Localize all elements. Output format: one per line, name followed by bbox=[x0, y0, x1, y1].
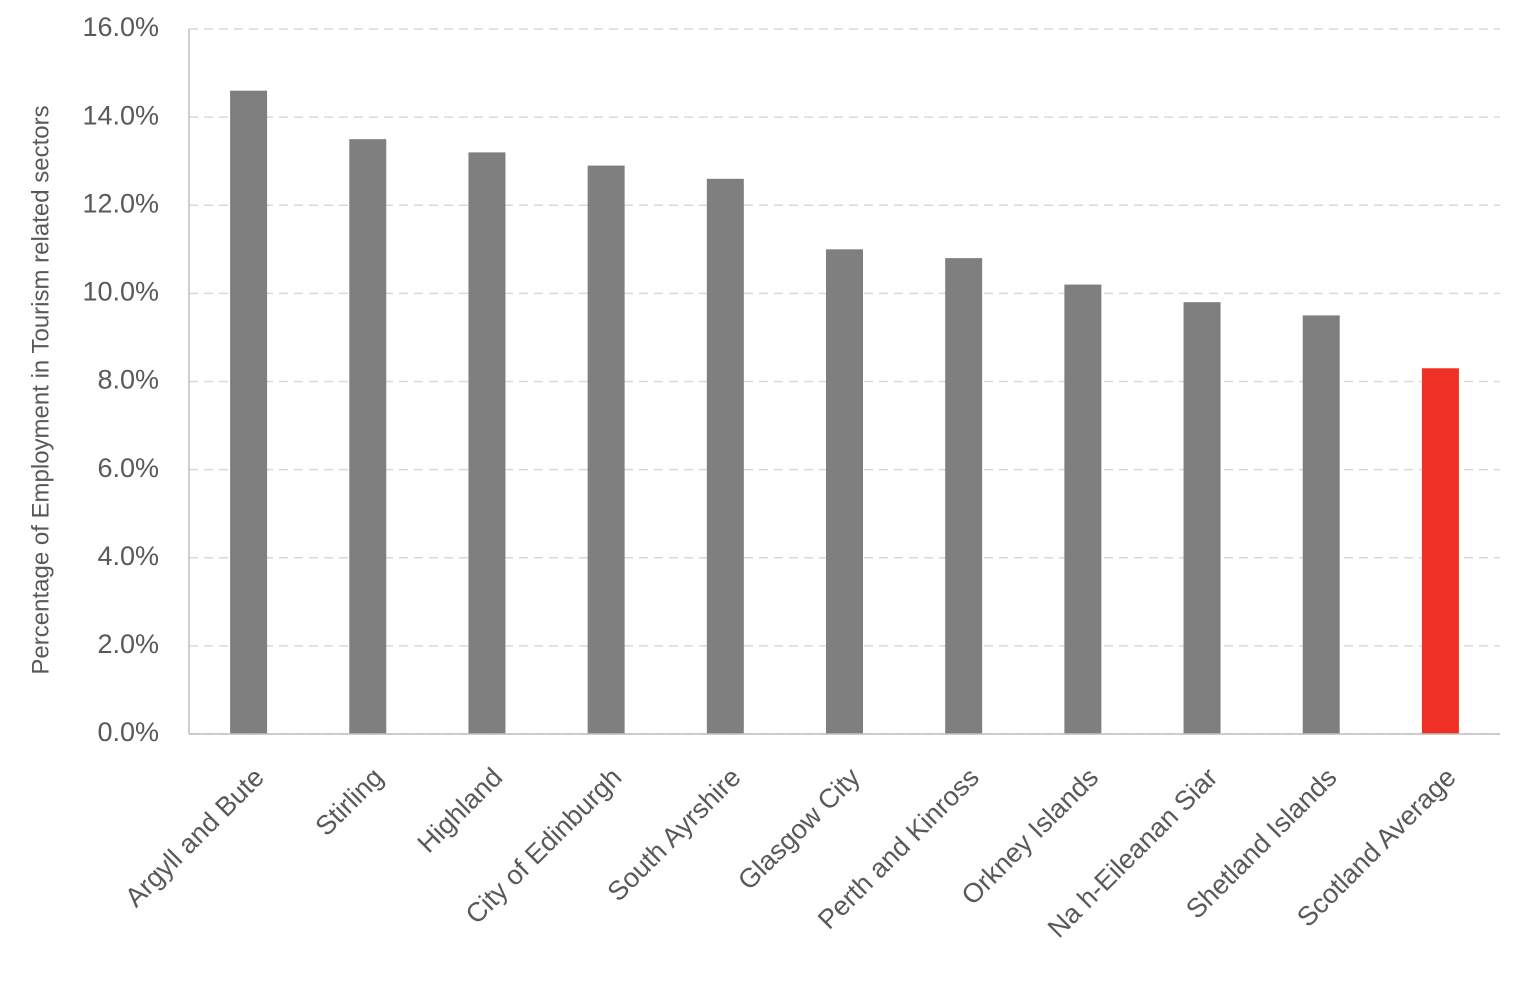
bar bbox=[230, 90, 268, 734]
x-tick-label: Glasgow City bbox=[732, 762, 866, 896]
y-tick-label: 2.0% bbox=[97, 629, 159, 659]
bar bbox=[349, 139, 387, 734]
bar bbox=[1421, 368, 1459, 734]
y-tick-label: 4.0% bbox=[97, 541, 159, 571]
bar bbox=[706, 178, 744, 734]
y-axis-label: Percentage of Employment in Tourism rela… bbox=[27, 105, 54, 674]
bar bbox=[1064, 284, 1102, 734]
bar bbox=[587, 165, 625, 734]
y-tick-label: 0.0% bbox=[97, 717, 159, 747]
y-tick-label: 8.0% bbox=[97, 365, 159, 395]
bar bbox=[826, 249, 863, 734]
y-tick-label: 14.0% bbox=[82, 100, 159, 130]
y-tick-label: 10.0% bbox=[82, 277, 159, 307]
bar bbox=[945, 258, 983, 734]
x-tick-label: Highland bbox=[412, 762, 509, 859]
x-tick-label: Stirling bbox=[309, 762, 389, 842]
y-tick-label: 16.0% bbox=[82, 12, 159, 42]
bar bbox=[468, 152, 506, 734]
x-tick-label: Argyll and Bute bbox=[119, 762, 270, 913]
y-tick-label: 12.0% bbox=[82, 188, 159, 218]
bar bbox=[1183, 302, 1221, 734]
bar bbox=[1302, 315, 1340, 734]
y-tick-label: 6.0% bbox=[97, 453, 159, 483]
